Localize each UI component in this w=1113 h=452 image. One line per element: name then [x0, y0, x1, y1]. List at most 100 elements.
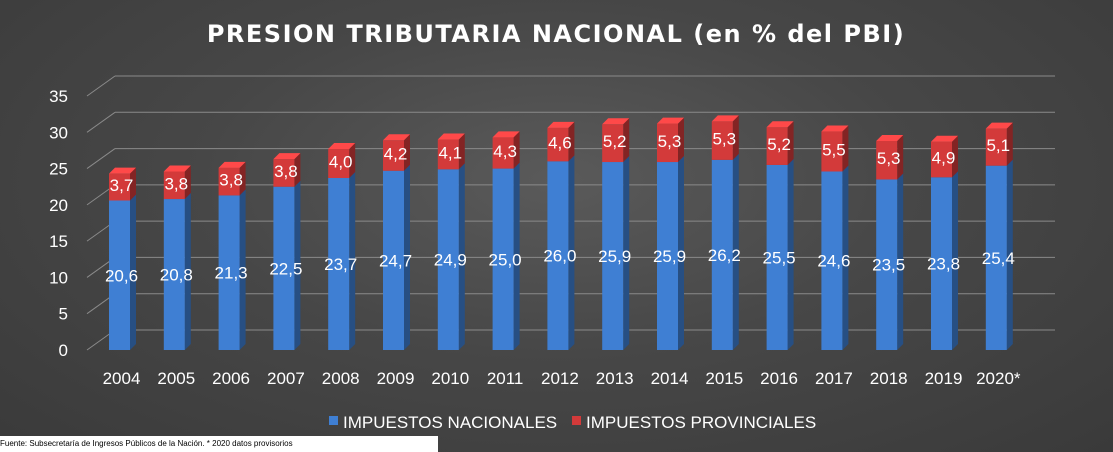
bar-nacional	[492, 162, 520, 350]
bar-provincial	[766, 121, 794, 165]
bar-top	[711, 115, 739, 122]
data-label-nacional: 25,9	[653, 247, 686, 266]
data-label-provincial: 4,9	[932, 149, 956, 168]
legend-swatch	[572, 416, 581, 425]
bar-provincial	[437, 133, 465, 170]
bar-front	[437, 139, 459, 170]
y-tick-label: 20	[49, 196, 68, 215]
bar-top	[383, 134, 410, 141]
data-label-nacional: 24,6	[817, 252, 850, 271]
bar-nacional	[547, 155, 575, 350]
bar-side	[678, 156, 684, 350]
data-label-nacional: 24,9	[434, 251, 467, 270]
data-label-nacional: 23,7	[324, 255, 357, 274]
bar-side	[184, 165, 191, 200]
x-tick-label: 2008	[322, 369, 360, 388]
bar-side	[842, 125, 849, 172]
bar-side	[294, 180, 301, 350]
bar-front	[273, 186, 295, 350]
y-tick-label: 35	[49, 87, 68, 106]
bar-side	[678, 117, 684, 163]
data-label-nacional: 23,5	[872, 256, 905, 275]
bar-top	[547, 121, 575, 128]
x-tick-label: 2019	[925, 369, 963, 388]
bar-side	[787, 121, 794, 165]
bar-provincial	[821, 125, 849, 172]
bar-top	[821, 125, 849, 132]
bar-provincial	[876, 134, 904, 180]
bar-nacional	[602, 156, 630, 350]
data-label-nacional: 25,4	[982, 249, 1015, 268]
x-tick-label: 2017	[815, 369, 853, 388]
bar-side	[1006, 159, 1013, 350]
bar-front	[602, 124, 624, 163]
data-label-provincial: 5,2	[603, 132, 627, 151]
data-label-nacional: 21,3	[215, 264, 248, 283]
bar-top	[657, 117, 684, 124]
gridline-depth	[86, 111, 116, 133]
bar-side	[404, 134, 410, 171]
bar-side	[623, 156, 630, 350]
bar-side	[897, 134, 904, 180]
bar-side	[952, 171, 958, 350]
data-label-nacional: 20,6	[105, 266, 138, 285]
bar-nacional	[766, 158, 794, 350]
bar-side	[952, 135, 958, 178]
bar-side	[349, 142, 356, 179]
bar-provincial	[711, 115, 739, 160]
x-tick-label: 2007	[267, 369, 305, 388]
x-tick-label: 2014	[651, 369, 689, 388]
data-label-nacional: 25,0	[489, 250, 522, 269]
x-tick-label: 2010	[431, 369, 469, 388]
y-axis: 0 5 10 15 20 25 30 35	[49, 87, 68, 360]
data-label-nacional: 22,5	[269, 259, 302, 278]
x-tick-label: 2012	[541, 369, 579, 388]
bar-side	[513, 162, 520, 350]
bar-side	[184, 193, 191, 350]
bar-top	[492, 131, 520, 138]
bar-side	[239, 161, 246, 196]
bar-provincial	[547, 121, 575, 162]
bar-front	[766, 164, 788, 350]
bar-front	[492, 137, 514, 169]
bar-provincial	[657, 117, 684, 163]
bar-top	[876, 134, 904, 141]
bar-side	[1006, 122, 1013, 166]
bar-side	[842, 165, 849, 350]
legend-item: IMPUESTOS PROVINCIALES	[572, 413, 816, 432]
bar-nacional	[383, 164, 410, 350]
bar-top	[328, 142, 356, 149]
bar-provincial	[109, 167, 136, 201]
bar-nacional	[985, 159, 1013, 350]
x-tick-label: 2011	[487, 369, 524, 388]
bar-front	[109, 173, 130, 201]
data-label-provincial: 5,3	[658, 132, 682, 151]
data-label-nacional: 20,8	[160, 266, 193, 285]
bar-front	[109, 200, 130, 350]
bar-front	[876, 140, 898, 180]
x-tick-label: 2020*	[976, 369, 1021, 388]
data-label-provincial: 4,0	[329, 152, 353, 171]
bar-top	[163, 165, 191, 172]
x-tick-label: 2005	[157, 369, 195, 388]
x-tick-label: 2015	[705, 369, 743, 388]
data-label-provincial: 5,5	[822, 141, 846, 160]
data-label-nacional: 25,5	[763, 248, 796, 267]
x-tick-label: 2009	[377, 369, 415, 388]
bar-top	[985, 122, 1013, 129]
data-label-provincial: 5,1	[986, 136, 1010, 155]
bar-side	[623, 118, 630, 163]
data-label-provincial: 5,3	[877, 149, 901, 168]
bar-nacional	[109, 194, 136, 350]
data-label-nacional: 23,8	[927, 255, 960, 274]
bar-provincial	[931, 135, 958, 178]
bar-side	[130, 167, 136, 201]
bar-side	[568, 121, 575, 162]
bar-nacional	[437, 163, 465, 350]
bar-front	[328, 148, 350, 179]
x-tick-label: 2016	[760, 369, 798, 388]
bar-front	[876, 179, 898, 350]
y-tick-label: 30	[49, 123, 68, 142]
bar-top	[218, 161, 246, 168]
